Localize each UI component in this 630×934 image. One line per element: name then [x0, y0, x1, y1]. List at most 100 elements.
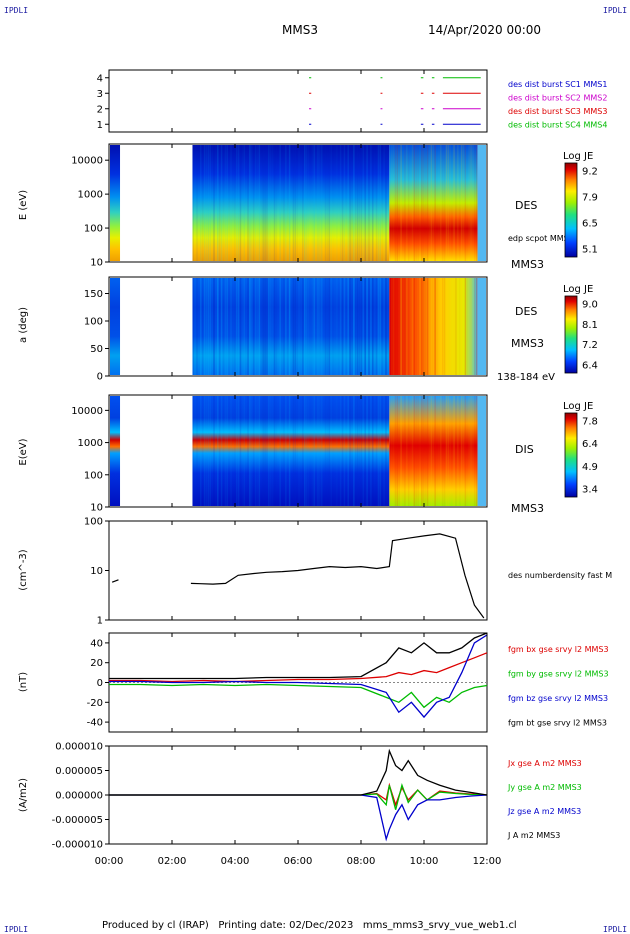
bfield-tick-label: -40 — [87, 718, 103, 729]
des-energy-texture — [360, 145, 363, 261]
dis-energy-texture — [360, 396, 363, 506]
des-pitch-texture — [224, 278, 227, 375]
dis-energy-texture — [441, 396, 444, 506]
des-energy-texture — [426, 145, 429, 261]
des-pitch-texture — [249, 278, 251, 375]
des-pitch-texture — [362, 278, 365, 375]
des-energy-texture — [220, 145, 223, 261]
des-pitch-texture — [467, 278, 469, 375]
des-energy-texture — [455, 145, 457, 261]
des-energy-texture — [215, 145, 217, 261]
des-pitch-texture — [355, 278, 357, 375]
burst-tick-label: 4 — [97, 73, 103, 84]
dis-energy-texture — [281, 396, 283, 506]
density-line-early — [111, 579, 119, 583]
des-pitch-texture — [449, 278, 452, 375]
des-pitch-texture — [339, 278, 342, 375]
des-pitch-texture — [385, 278, 387, 375]
des-pitch-texture — [468, 278, 470, 375]
des-energy-tick-label: 1000 — [78, 190, 103, 201]
des-pitch-texture — [330, 278, 332, 375]
x-axis-tick-label: 00:00 — [95, 856, 124, 867]
bfield-tick-label: 20 — [90, 658, 103, 669]
des-pitch-texture — [251, 278, 253, 375]
dis-energy-texture — [364, 396, 366, 506]
dis-energy-texture — [332, 396, 334, 506]
des-pitch-texture — [291, 278, 293, 375]
des-energy-texture — [472, 145, 474, 261]
des-pitch-texture — [220, 278, 223, 375]
des-energy-texture — [302, 145, 304, 261]
des-energy-label-scpot: edp scpot MMS3 — [508, 234, 574, 243]
des-energy-texture — [424, 145, 427, 261]
des-pitch-texture — [303, 278, 306, 375]
des-energy-texture — [453, 145, 455, 261]
des-energy-spectrogram-end — [477, 145, 486, 261]
dis-energy-texture — [468, 396, 470, 506]
des-pitch-texture — [460, 278, 463, 375]
des-pitch-texture — [400, 278, 402, 375]
des-energy-texture — [410, 145, 412, 261]
des-energy-texture — [281, 145, 283, 261]
des-energy-texture — [441, 145, 444, 261]
des-pitch-texture — [324, 278, 327, 375]
bfield-ylabel: (nT) — [18, 672, 29, 692]
des-pitch-texture — [200, 278, 202, 375]
des-pitch-texture — [194, 278, 196, 375]
des-pitch-texture — [360, 278, 363, 375]
des-energy-texture — [421, 145, 423, 261]
des-pitch-texture — [368, 278, 370, 375]
des-pitch-texture — [198, 278, 200, 375]
des-energy-texture — [313, 145, 315, 261]
des-pitch-tick-label: 100 — [84, 317, 103, 328]
dis-energy-texture — [251, 396, 253, 506]
des-pitch-texture — [370, 278, 372, 375]
dis-energy-texture — [445, 396, 448, 506]
x-axis-tick-label: 06:00 — [284, 856, 313, 867]
bfield-series-line — [109, 683, 488, 709]
des-energy-tick-label: 100 — [84, 224, 103, 235]
des-pitch-texture — [243, 278, 246, 375]
dis-energy-texture — [310, 396, 312, 506]
des-energy-texture — [432, 145, 435, 261]
des-pitch-texture — [424, 278, 427, 375]
dis-energy-texture — [262, 396, 264, 506]
dis-energy-texture — [400, 396, 402, 506]
des-pitch-texture — [266, 278, 268, 375]
des-pitch-texture — [381, 278, 383, 375]
dis-energy-texture — [413, 396, 416, 506]
dis-energy-texture — [377, 396, 380, 506]
des-pitch-texture — [462, 278, 465, 375]
des-energy-texture — [232, 145, 234, 261]
dis-energy-texture — [387, 396, 389, 506]
des-energy-colorbar-tick: 6.5 — [582, 219, 598, 230]
des-energy-texture — [438, 145, 440, 261]
des-pitch-texture — [406, 278, 408, 375]
des-pitch-texture — [428, 278, 431, 375]
des-pitch-texture — [347, 278, 349, 375]
des-pitch-colorbar-tick: 8.1 — [582, 320, 598, 331]
des-pitch-texture — [228, 278, 230, 375]
des-energy-texture — [355, 145, 357, 261]
current-tick-label: 0.000010 — [55, 742, 103, 753]
des-energy-texture — [211, 145, 213, 261]
des-pitch-texture — [201, 278, 204, 375]
des-pitch-texture — [217, 278, 219, 375]
des-energy-texture — [239, 145, 242, 261]
dis-energy-texture — [428, 396, 431, 506]
des-energy-texture — [392, 145, 395, 261]
des-pitch-texture — [451, 278, 453, 375]
des-pitch-texture — [379, 278, 382, 375]
current-tick-label: -0.000005 — [52, 815, 103, 826]
des-pitch-texture — [349, 278, 351, 375]
bfield-tick-label: 0 — [97, 678, 103, 689]
des-energy-texture — [364, 145, 366, 261]
dis-energy-tick-label: 10000 — [71, 406, 103, 417]
des-energy-label-spacecraft: MMS3 — [511, 258, 544, 271]
dis-energy-texture — [443, 396, 446, 506]
des-energy-texture — [298, 145, 300, 261]
des-energy-texture — [235, 145, 238, 261]
dis-energy-texture — [390, 396, 393, 506]
burst-legend-item: des dist burst SC2 MMS2 — [508, 94, 607, 103]
des-energy-texture — [459, 145, 461, 261]
